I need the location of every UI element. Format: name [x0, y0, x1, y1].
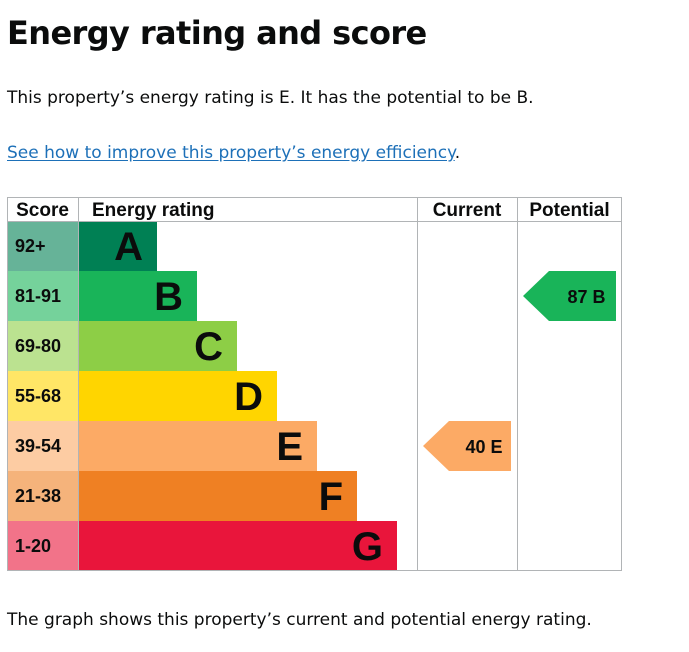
score-label: 21-38 — [15, 486, 61, 506]
score-label: 81-91 — [15, 286, 61, 306]
energy-rating-chart: 92+ A81-91 B69-80 C55-68 D39-54 E21-38 F1-20 G … — [7, 197, 622, 571]
rating-letter: D — [234, 375, 263, 419]
column-header: Potential — [529, 200, 609, 221]
score-label: 55-68 — [15, 386, 61, 406]
rating-bar-e — [79, 421, 317, 471]
chart-arrows: 40 E 87 B — [423, 271, 616, 471]
current-rating-label: 40 E — [465, 437, 502, 457]
rating-bar-c — [79, 321, 237, 371]
score-cell — [7, 221, 78, 271]
score-label: 69-80 — [15, 336, 61, 356]
improve-link-line: See how to improve this property’s energ… — [7, 143, 460, 163]
column-header: Current — [433, 200, 502, 221]
rating-bar-d — [79, 371, 277, 421]
score-cell — [7, 371, 78, 421]
rating-letter: G — [352, 525, 383, 569]
rating-letter: B — [154, 275, 183, 319]
chart-headers: Score Energy rating Current Potential — [16, 200, 610, 221]
rating-bar-g — [79, 521, 397, 571]
potential-rating-arrow — [523, 271, 616, 321]
rating-letter: F — [319, 475, 343, 519]
score-label: 39-54 — [15, 436, 61, 456]
score-cell — [7, 421, 78, 471]
potential-rating-label: 87 B — [567, 287, 605, 307]
column-header: Score — [16, 200, 69, 221]
rating-summary: This property’s energy rating is E. It h… — [7, 88, 534, 108]
rating-letter: C — [194, 325, 223, 369]
score-cell — [7, 521, 78, 571]
rating-bar-f — [79, 471, 357, 521]
score-cell — [7, 321, 78, 371]
column-header: Energy rating — [92, 200, 214, 221]
current-rating-arrow — [423, 421, 511, 471]
rating-letter: E — [276, 425, 303, 469]
rating-letter: A — [114, 225, 143, 269]
rating-bar-a — [79, 221, 157, 271]
page-title: Energy rating and score — [7, 14, 427, 52]
improve-efficiency-link[interactable]: See how to improve this property’s energ… — [7, 143, 455, 163]
rating-bar-b — [79, 271, 197, 321]
score-cell — [7, 271, 78, 321]
link-suffix: . — [454, 143, 461, 163]
score-label: 92+ — [15, 236, 46, 256]
chart-bands: 92+ A 81-91 B 69-80 C 55-68 D 39-54 E 21-38 F 1-20 G — [7, 221, 397, 571]
chart-caption: The graph shows this property’s current … — [7, 610, 592, 630]
chart-grid — [7, 197, 622, 571]
score-cell — [7, 471, 78, 521]
chart-border — [7, 197, 622, 571]
score-label: 1-20 — [15, 536, 51, 556]
